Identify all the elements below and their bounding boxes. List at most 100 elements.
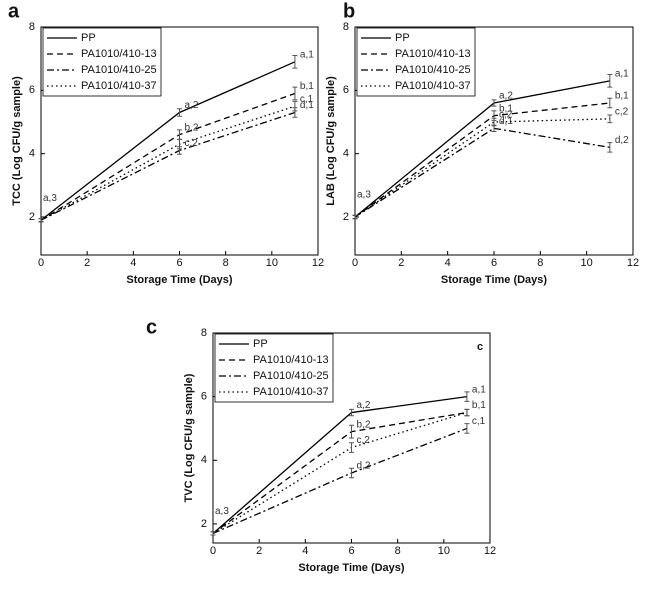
point-label: a,3 bbox=[43, 193, 57, 204]
legend-label: PA1010/410-13 bbox=[395, 48, 471, 60]
y-tick-label: 4 bbox=[201, 454, 207, 466]
point-label: c,1 bbox=[472, 416, 486, 427]
point-label: c,2 bbox=[615, 106, 629, 117]
error-bar bbox=[464, 423, 470, 434]
error-bar bbox=[491, 99, 497, 107]
series-line bbox=[354, 80, 610, 218]
x-tick-label: 6 bbox=[176, 257, 182, 269]
point-label: d,2 bbox=[615, 135, 629, 146]
x-tick-label: 2 bbox=[398, 257, 404, 269]
legend-label: PP bbox=[253, 338, 268, 350]
point-label: b,2 bbox=[357, 419, 371, 430]
x-axis-title: Storage Time (Days) bbox=[126, 274, 233, 286]
point-label: b,2 bbox=[185, 122, 199, 133]
series-line bbox=[40, 105, 296, 221]
x-tick-label: 10 bbox=[438, 545, 450, 557]
series-line bbox=[212, 427, 468, 535]
y-tick-label: 6 bbox=[343, 84, 349, 96]
legend-label: PA1010/410-37 bbox=[81, 80, 157, 92]
legend-label: PA1010/410-25 bbox=[81, 64, 157, 76]
legend-box bbox=[42, 27, 162, 97]
error-bar bbox=[177, 108, 182, 117]
error-bar bbox=[292, 86, 298, 101]
error-bar bbox=[349, 467, 354, 479]
chart-panel: c 0 2 4 6 8 10 12 2 4 6 8 Storage Time (Days) TVC (Lo… bbox=[146, 316, 496, 574]
x-tick-label: 10 bbox=[581, 257, 593, 269]
error-bar bbox=[292, 100, 298, 112]
point-label: a,2 bbox=[185, 100, 199, 111]
error-bar bbox=[352, 214, 358, 220]
point-label: a,2 bbox=[357, 400, 371, 411]
point-label: c,1 bbox=[300, 94, 314, 105]
series-line bbox=[354, 102, 610, 218]
error-bar bbox=[349, 442, 354, 453]
x-tick-label: 6 bbox=[348, 545, 354, 557]
y-tick-label: 2 bbox=[29, 211, 35, 223]
series-line bbox=[354, 118, 610, 218]
error-bar bbox=[349, 424, 354, 439]
x-tick-label: 4 bbox=[302, 545, 308, 557]
x-tick-label: 10 bbox=[266, 257, 278, 269]
point-label: d,2 bbox=[357, 461, 371, 472]
inset-label: c bbox=[477, 341, 483, 353]
x-tick-label: 12 bbox=[627, 257, 639, 269]
y-tick-label: 4 bbox=[343, 148, 349, 160]
error-bar bbox=[607, 114, 613, 124]
panel-letter: c bbox=[146, 316, 157, 338]
x-tick-label: 8 bbox=[395, 545, 401, 557]
y-tick-label: 6 bbox=[201, 391, 207, 403]
error-bar bbox=[607, 97, 613, 109]
x-tick-label: 0 bbox=[352, 257, 358, 269]
error-bar bbox=[464, 408, 470, 417]
legend-label: PP bbox=[395, 32, 410, 44]
panel-letter: b bbox=[343, 0, 355, 22]
panel-letter: a bbox=[8, 0, 20, 22]
series-line bbox=[354, 127, 610, 218]
x-axis-title: Storage Time (Days) bbox=[441, 274, 548, 286]
legend-label: PA1010/410-37 bbox=[253, 386, 329, 398]
error-bar bbox=[607, 74, 613, 88]
point-label: c,2 bbox=[357, 435, 371, 446]
y-axis-title: LAB (Log CFU/g sample) bbox=[325, 76, 337, 206]
y-axis-title: TVC (Log CFU/g sample) bbox=[183, 373, 195, 502]
legend-label: PA1010/410-25 bbox=[395, 64, 471, 76]
x-tick-label: 2 bbox=[84, 257, 90, 269]
x-axis-title: Storage Time (Days) bbox=[298, 562, 405, 574]
series-line bbox=[40, 111, 296, 221]
error-bar bbox=[210, 531, 216, 536]
x-tick-label: 12 bbox=[484, 545, 496, 557]
point-label: b,1 bbox=[472, 400, 486, 411]
x-tick-label: 0 bbox=[210, 545, 216, 557]
chart-panel: b 0 2 4 6 8 10 12 2 4 6 8 Storage Time (Days) LAB (Lo… bbox=[325, 0, 639, 286]
error-bar bbox=[349, 408, 354, 417]
legend-label: PA1010/410-13 bbox=[81, 48, 157, 60]
x-tick-label: 0 bbox=[38, 257, 44, 269]
y-tick-label: 4 bbox=[29, 148, 35, 160]
point-label: b,1 bbox=[499, 103, 513, 114]
point-label: b,1 bbox=[615, 91, 629, 102]
point-label: d,1 bbox=[300, 100, 314, 111]
legend-label: PA1010/410-37 bbox=[395, 80, 471, 92]
series-line bbox=[212, 411, 468, 535]
point-label: c,2 bbox=[185, 138, 199, 149]
point-label: b,1 bbox=[300, 81, 314, 92]
point-label: a,2 bbox=[499, 91, 513, 102]
error-bar bbox=[491, 117, 497, 127]
error-bar bbox=[38, 218, 44, 223]
error-bar bbox=[292, 55, 298, 69]
point-label: a,1 bbox=[615, 68, 629, 79]
legend-label: PP bbox=[81, 32, 96, 44]
chart-panel: a 0 2 4 6 8 10 12 2 4 6 8 Storage Time (Days) TCC (Lo… bbox=[8, 0, 324, 286]
series-line bbox=[212, 411, 468, 534]
legend-label: PA1010/410-13 bbox=[253, 354, 329, 366]
y-tick-label: 8 bbox=[201, 327, 207, 339]
x-tick-label: 8 bbox=[537, 257, 543, 269]
point-label: a,1 bbox=[472, 384, 486, 395]
y-tick-label: 2 bbox=[343, 211, 349, 223]
error-bar bbox=[464, 391, 470, 402]
legend-label: PA1010/410-25 bbox=[253, 370, 329, 382]
point-label: c,2 bbox=[499, 110, 513, 121]
x-tick-label: 2 bbox=[256, 545, 262, 557]
x-tick-label: 8 bbox=[223, 257, 229, 269]
